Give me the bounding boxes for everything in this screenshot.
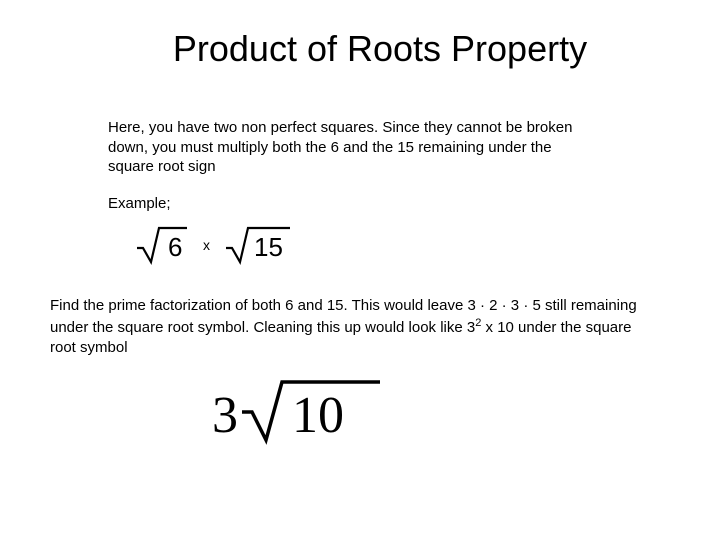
slide-title: Product of Roots Property [90, 28, 670, 70]
coefficient-3: 3 [212, 387, 238, 444]
sqrt-6-icon: 6 [135, 224, 189, 266]
radicand-15: 15 [254, 232, 283, 262]
intro-paragraph: Here, you have two non perfect squares. … [108, 118, 590, 177]
three-sqrt-ten-icon: 3 10 [210, 376, 390, 448]
sqrt-15-icon: 15 [224, 224, 292, 266]
slide: Product of Roots Property Here, you have… [0, 0, 720, 540]
explanation-paragraph: Find the prime factorization of both 6 a… [50, 296, 650, 359]
expression-3-sqrt-10: 3 10 [210, 376, 670, 448]
expression-sqrt6-times-sqrt15: 6 x 15 [135, 224, 670, 266]
radicand-10: 10 [292, 387, 344, 444]
multiply-symbol: x [203, 237, 210, 253]
example-label: Example; [108, 195, 670, 212]
radicand-6: 6 [168, 232, 182, 262]
